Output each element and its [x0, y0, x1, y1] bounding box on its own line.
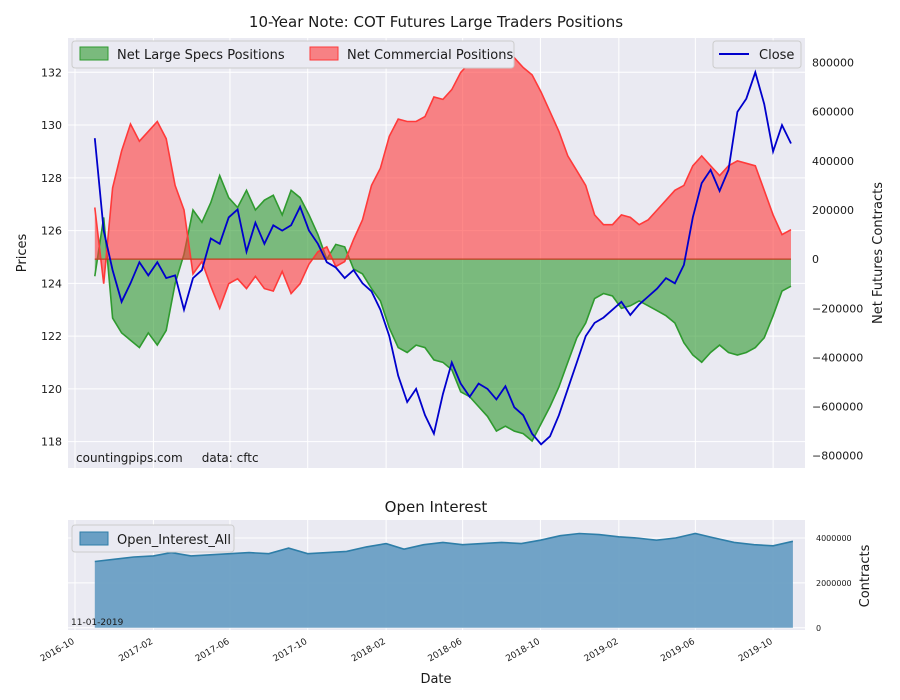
right-tick-label: 400000 — [812, 155, 854, 168]
top-right-legend: Close — [712, 40, 802, 69]
left-tick-label: 122 — [41, 330, 62, 343]
close-legend-box — [712, 40, 802, 69]
source-annotation: countingpips.com data: cftc — [76, 451, 259, 465]
top-left-legend: Net Large Specs Positions Net Commercial… — [71, 40, 515, 69]
x-tick-label: 2019-06 — [659, 637, 697, 665]
left-tick-labels: 118 120 122 124 126 128 130 132 — [41, 66, 62, 448]
right-tick-labels: −800000 −600000 −400000 −200000 0 200000 40000… — [812, 57, 863, 463]
x-tick-label: 2018-02 — [350, 637, 388, 664]
oi-legend-swatch — [79, 531, 109, 546]
specs-legend-swatch — [79, 46, 109, 61]
left-tick-label: 132 — [41, 66, 62, 79]
commercial-area — [94, 47, 792, 309]
right-tick-label: 600000 — [812, 106, 854, 119]
bottom-right-tick-label: 2000000 — [816, 579, 852, 588]
x-tick-label: 2016-10 — [39, 637, 77, 665]
x-tick-label: 2019-10 — [737, 637, 775, 665]
top-chart-title: 10-Year Note: COT Futures Large Traders … — [249, 13, 623, 31]
bottom-legend: Open_Interest_All — [71, 524, 235, 553]
right-tick-label: −200000 — [812, 302, 863, 315]
commercial-legend-swatch — [309, 46, 339, 61]
right-tick-label: −800000 — [812, 450, 863, 463]
x-tick-label: 2017-06 — [194, 637, 232, 665]
left-tick-label: 128 — [41, 172, 62, 185]
left-tick-label: 118 — [41, 436, 62, 449]
specs-line — [94, 173, 792, 443]
x-tick-label: 2019-02 — [583, 637, 621, 664]
left-axis-label: Prices — [15, 234, 30, 273]
right-axis-label: Net Futures Contracts — [871, 182, 886, 324]
left-tick-label: 130 — [41, 119, 62, 132]
close-line-layer — [93, 69, 792, 446]
x-tick-label: 2018-10 — [504, 637, 542, 665]
x-tick-label: 2017-10 — [272, 637, 310, 665]
commercial-legend-label: Net Commercial Positions — [347, 48, 513, 63]
bottom-right-tick-label: 4000000 — [816, 534, 852, 543]
specs-area-layer — [94, 173, 792, 443]
legend-box — [71, 40, 515, 69]
close-legend-label: Close — [759, 48, 794, 63]
right-tick-label: 800000 — [812, 57, 854, 70]
commercial-area-layer — [94, 46, 792, 311]
bottom-right-tick-labels: 0 2000000 4000000 — [816, 534, 852, 633]
x-axis-label: Date — [420, 672, 451, 687]
specs-area — [94, 175, 792, 441]
open-interest-area-layer — [94, 532, 794, 628]
x-tick-label: 2017-02 — [117, 637, 155, 664]
open-interest-line — [94, 532, 794, 563]
bottom-axis-label: Contracts — [858, 544, 873, 607]
bottom-chart-title: Open Interest — [385, 498, 488, 516]
oi-legend-label: Open_Interest_All — [117, 533, 231, 548]
right-tick-label: 200000 — [812, 204, 854, 217]
right-tick-label: 0 — [812, 253, 819, 266]
right-tick-label: −600000 — [812, 401, 863, 414]
oi-legend-box — [71, 524, 235, 553]
date-annotation: 11-01-2019 — [71, 618, 124, 628]
left-tick-label: 126 — [41, 225, 62, 238]
left-tick-label: 120 — [41, 383, 62, 396]
specs-legend-label: Net Large Specs Positions — [117, 48, 285, 63]
open-interest-area — [94, 533, 793, 628]
x-tick-label: 2018-06 — [427, 637, 465, 665]
close-price-line — [93, 69, 792, 446]
right-tick-label: −400000 — [812, 351, 863, 364]
bottom-right-tick-label: 0 — [816, 624, 821, 633]
commercial-line — [94, 46, 792, 311]
left-tick-label: 124 — [41, 277, 62, 290]
x-tick-labels: 2016-10 2017-02 2017-06 2017-10 2018-02 2018-… — [39, 637, 775, 665]
